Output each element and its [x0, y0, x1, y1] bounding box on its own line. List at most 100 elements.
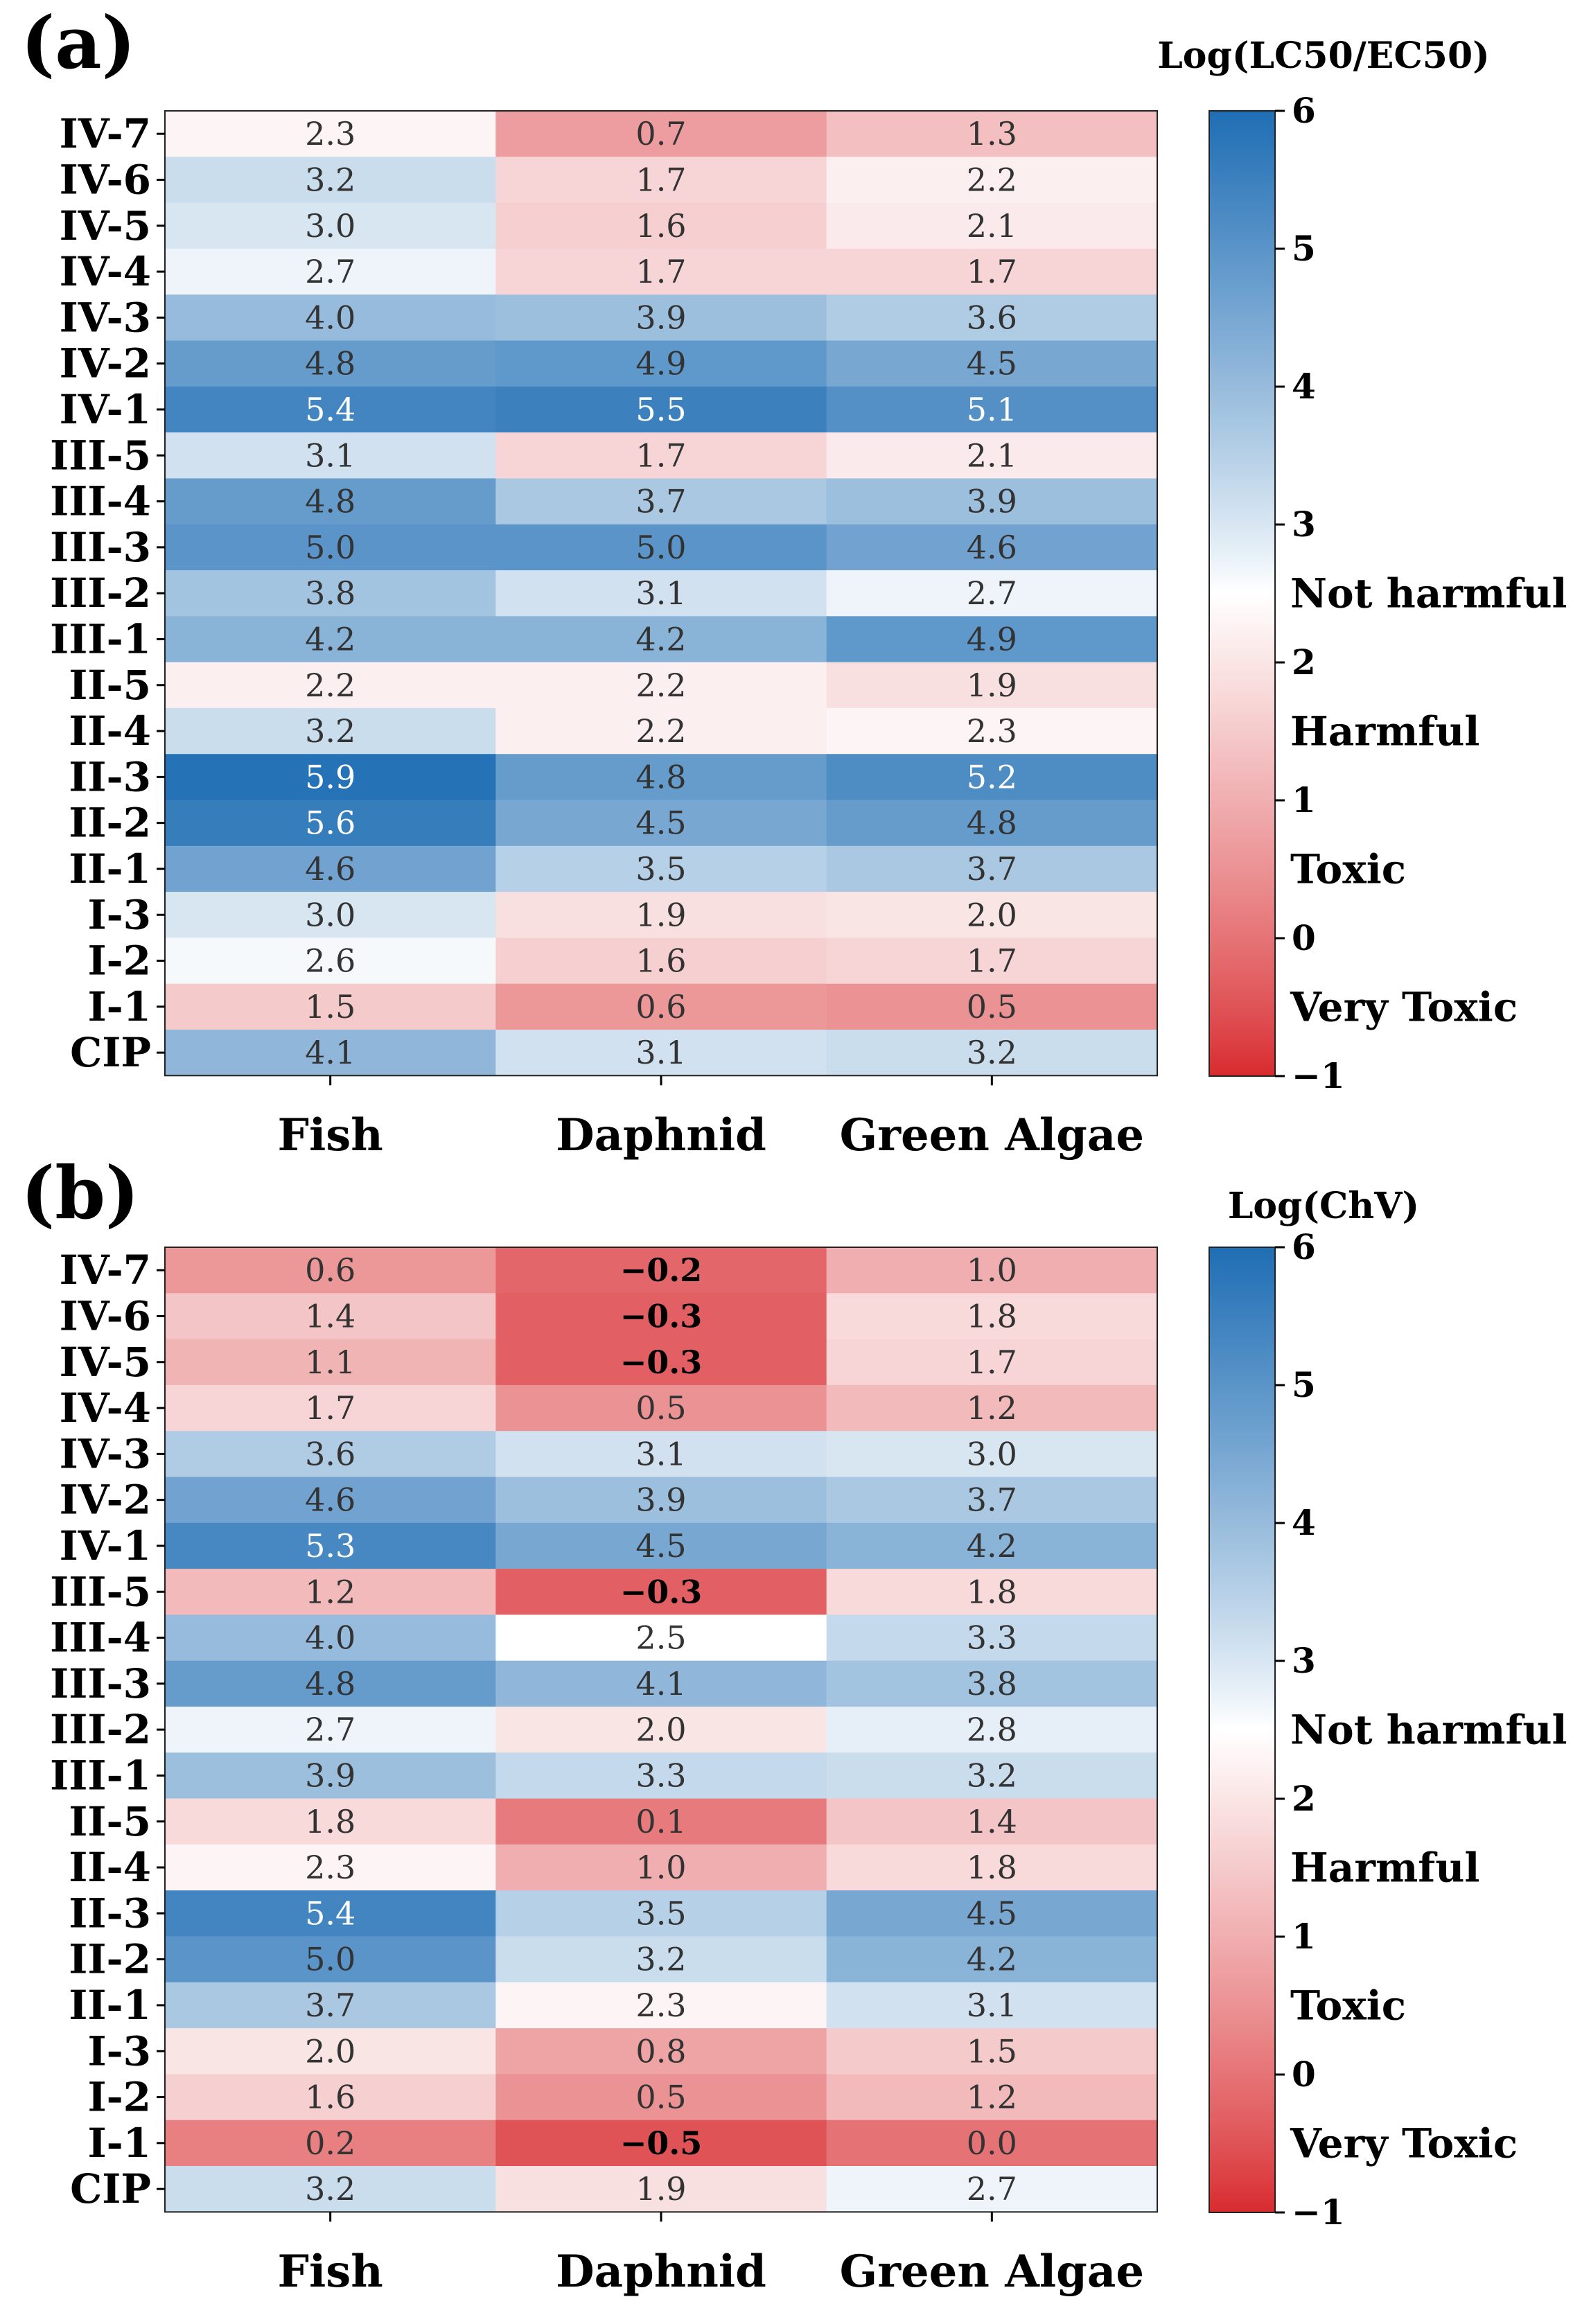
row-label: III-4	[50, 1614, 151, 1662]
cell-value-label: 1.5	[967, 2032, 1017, 2070]
cell-value-label: 3.6	[305, 1435, 355, 1472]
heatmap-cell	[826, 1982, 1158, 2029]
cell-value-label: 2.7	[967, 2170, 1017, 2208]
cell-value-label: 4.2	[967, 1527, 1017, 1565]
heatmap-cell	[495, 1936, 827, 1983]
cell-value-label: 2.2	[305, 667, 355, 704]
heatmap-cell	[495, 845, 827, 892]
cell-value-label: 3.2	[635, 1941, 686, 1978]
row-label: IV-7	[60, 110, 151, 157]
cell-value-label: 4.2	[305, 620, 355, 658]
cell-value-label: 1.2	[967, 1389, 1017, 1427]
column-label: Fish	[278, 1109, 383, 1161]
cell-value-label: 4.8	[967, 804, 1017, 842]
cell-value-label: 2.5	[635, 1619, 686, 1657]
heatmap-cell	[826, 478, 1158, 525]
cell-value-label: 1.8	[305, 1803, 355, 1840]
cell-value-label: 1.9	[635, 2170, 686, 2208]
cell-value-label: 5.4	[305, 391, 355, 428]
heatmap-cell	[165, 2120, 496, 2167]
cell-value-label: 2.1	[967, 437, 1017, 474]
cell-value-label: 4.5	[635, 804, 686, 842]
cell-value-label: 4.6	[305, 850, 355, 888]
row-label: CIP	[70, 1029, 151, 1076]
cell-value-label: 5.9	[305, 758, 355, 795]
heatmap-cell	[826, 1384, 1158, 1432]
cell-value-label: 3.3	[967, 1619, 1017, 1657]
row-label: II-1	[69, 845, 151, 892]
heatmap-cell	[165, 524, 496, 571]
heatmap-cell	[826, 524, 1158, 571]
heatmap-cell	[826, 386, 1158, 433]
heatmap-cell	[165, 662, 496, 709]
colorbar-tick-label: 6	[1292, 90, 1316, 131]
heatmap-cell	[495, 1798, 827, 1845]
heatmap-cell	[165, 570, 496, 617]
heatmap-cell	[826, 1890, 1158, 1937]
heatmap-cell	[165, 1936, 496, 1983]
colorbar-tick-label: 5	[1292, 228, 1316, 269]
heatmap-cell	[495, 616, 827, 663]
cell-value-label: 1.7	[967, 1344, 1017, 1381]
cell-value-label: 3.2	[305, 161, 355, 198]
heatmap-cell	[165, 294, 496, 342]
heatmap-cell	[826, 2166, 1158, 2212]
row-label: IV-6	[60, 1292, 151, 1339]
cell-value-label: 0.7	[635, 115, 686, 152]
heatmap-cell	[826, 294, 1158, 342]
heatmap-cell	[826, 662, 1158, 709]
cell-value-label: 2.7	[967, 574, 1017, 612]
row-label: III-1	[50, 1752, 151, 1799]
heatmap-cell	[165, 800, 496, 847]
cell-value-label: 5.3	[305, 1527, 355, 1565]
cell-value-label: 5.0	[305, 529, 355, 566]
heatmap-cell	[826, 937, 1158, 985]
heatmap-cell	[495, 1982, 827, 2029]
row-label: IV-4	[60, 1384, 151, 1432]
row-label: IV-2	[60, 340, 151, 387]
cell-value-label: 1.0	[967, 1251, 1017, 1289]
heatmap-cell	[826, 2074, 1158, 2121]
cell-value-label: 4.6	[967, 529, 1017, 566]
colorbar	[1209, 110, 1276, 1077]
cell-value-label: 0.5	[635, 2079, 686, 2116]
colorbar-tick-label: 4	[1292, 1502, 1316, 1543]
cell-value-label: 3.2	[967, 1757, 1017, 1794]
row-label: II-1	[69, 1982, 151, 2029]
cell-value-label: 0.1	[635, 1803, 686, 1840]
heatmap-cell	[165, 1614, 496, 1662]
cell-value-label: 1.8	[967, 1297, 1017, 1335]
colorbar-tick-label: 3	[1292, 1640, 1316, 1681]
row-label: II-3	[69, 753, 151, 800]
heatmap-cell	[165, 1384, 496, 1432]
column-label: Green Algae	[840, 2246, 1145, 2298]
heatmap-cell	[495, 1030, 827, 1076]
cell-value-label: 2.2	[635, 667, 686, 704]
heatmap-cell	[495, 111, 827, 157]
cell-value-label: 2.7	[305, 1711, 355, 1748]
cell-value-label: 3.0	[305, 207, 355, 245]
cell-value-label: 2.2	[635, 712, 686, 750]
cell-value-label: 2.3	[635, 1987, 686, 2024]
heatmap-cell	[165, 202, 496, 249]
cell-value-label: 1.9	[967, 667, 1017, 704]
cell-value-label: 4.2	[635, 620, 686, 658]
heatmap-cell	[495, 248, 827, 295]
cell-value-label: 3.5	[635, 850, 686, 888]
heatmap-cell	[165, 1890, 496, 1937]
cell-value-label: 3.5	[635, 1894, 686, 1932]
heatmap-cell	[165, 1707, 496, 1753]
cell-value-label: 3.7	[635, 483, 686, 520]
cell-value-label: 4.8	[635, 758, 686, 795]
cell-value-label: 4.0	[305, 1619, 355, 1657]
row-label: III-3	[50, 1660, 151, 1707]
heatmap-cell	[165, 478, 496, 525]
heatmap-cell	[495, 937, 827, 985]
cell-value-label: 0.0	[967, 2124, 1017, 2162]
colorbar-title: Log(ChV)	[1228, 1185, 1419, 1227]
cell-value-label: 4.8	[305, 483, 355, 520]
heatmap-cell	[495, 386, 827, 433]
row-label: II-4	[69, 1844, 151, 1891]
colorbar-title: Log(LC50/EC50)	[1157, 35, 1490, 77]
